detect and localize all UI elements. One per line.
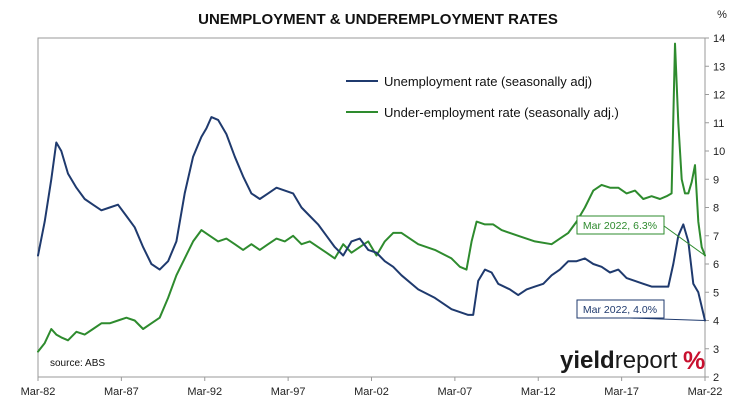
y-tick-label: 11 xyxy=(713,118,724,130)
y-tick-label: 14 xyxy=(713,33,725,45)
series-line-underemployment xyxy=(37,42,706,353)
chart-title: UNEMPLOYMENT & UNDEREMPLOYMENT RATES xyxy=(198,11,558,28)
x-tick-label: Mar-22 xyxy=(688,386,723,398)
x-tick-label: Mar-87 xyxy=(104,386,139,398)
series-lines xyxy=(37,42,706,353)
x-tick-label: Mar-97 xyxy=(271,386,306,398)
callout-text-underemployment: Mar 2022, 6.3% xyxy=(583,220,657,232)
y-axis: 2 3 4 5 6 7 8 9 10 11 12 13 14 xyxy=(705,33,725,384)
x-tick-label: Mar-07 xyxy=(437,386,472,398)
y-tick-label: 12 xyxy=(713,90,725,102)
brand-percent-mark: % xyxy=(683,347,705,375)
x-tick-label: Mar-82 xyxy=(21,386,56,398)
callout-leader-underemployment xyxy=(663,225,706,256)
x-tick-label: Mar-12 xyxy=(521,386,556,398)
callout-underemployment: Mar 2022, 6.3% xyxy=(576,215,706,256)
x-axis: Mar-82 Mar-87 Mar-92 Mar-97 Mar-02 Mar-07 Mar-… xyxy=(21,377,723,398)
y-tick-label: 10 xyxy=(713,146,725,158)
brand-bold-part: yield xyxy=(560,347,615,374)
brand-light-part: report xyxy=(615,347,678,374)
callout-box-underemployment xyxy=(576,215,665,235)
y-tick-label: 3 xyxy=(713,344,719,356)
y-tick-label: 7 xyxy=(713,231,719,243)
legend-label-underemployment: Under-employment rate (seasonally adj.) xyxy=(384,105,619,120)
x-tick-label: Mar-92 xyxy=(187,386,222,398)
callout-text-unemployment: Mar 2022, 4.0% xyxy=(583,304,657,316)
callout-leader-unemployment xyxy=(629,317,706,321)
plot-area xyxy=(37,37,706,378)
callout-unemployment: Mar 2022, 4.0% xyxy=(576,299,706,321)
y-axis-unit: % xyxy=(717,9,727,21)
brand-wordmark: yieldreport xyxy=(560,347,678,374)
legend-label-unemployment: Unemployment rate (seasonally adj) xyxy=(384,74,592,89)
y-tick-label: 2 xyxy=(713,372,719,384)
y-tick-label: 5 xyxy=(713,287,719,299)
x-tick-label: Mar-17 xyxy=(604,386,639,398)
y-tick-label: 6 xyxy=(713,259,719,271)
y-tick-label: 9 xyxy=(713,174,719,186)
y-tick-label: 4 xyxy=(713,316,719,328)
y-tick-label: 13 xyxy=(713,61,725,73)
series-line-unemployment xyxy=(37,116,706,322)
callout-box-unemployment xyxy=(576,299,665,319)
y-tick-label: 8 xyxy=(713,203,719,215)
brand-logo: yieldreport % xyxy=(560,347,705,375)
source-note: source: ABS xyxy=(50,358,105,369)
x-tick-label: Mar-02 xyxy=(354,386,389,398)
legend: Unemployment rate (seasonally adj) Under… xyxy=(346,74,619,120)
